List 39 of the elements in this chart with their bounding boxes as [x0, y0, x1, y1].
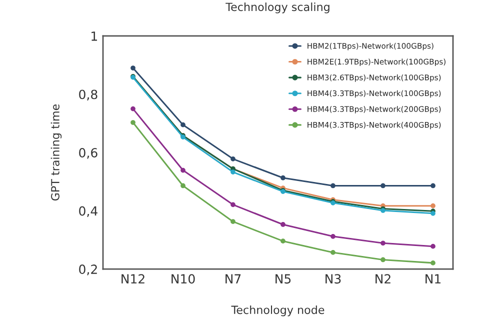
point — [180, 168, 186, 173]
point — [180, 122, 186, 128]
x-tick-label: N5 — [276, 274, 291, 284]
x-tick-label: N2 — [376, 274, 390, 284]
x-tick-label: N10 — [172, 274, 195, 284]
point — [130, 120, 136, 125]
y-tick-label: 0,6 — [79, 148, 98, 159]
point — [330, 234, 336, 239]
y-tick-label: 1 — [92, 32, 97, 41]
point — [430, 260, 436, 266]
point — [230, 202, 236, 208]
x-axis-title: Technology node — [231, 305, 324, 316]
point — [230, 219, 236, 224]
point — [330, 183, 336, 188]
y-tick-label: 0,8 — [79, 90, 98, 100]
point — [430, 210, 436, 216]
point — [330, 250, 336, 255]
x-tick-label: N12 — [122, 274, 144, 284]
y-axis-title: GPT training time — [50, 104, 62, 201]
point — [430, 203, 436, 208]
point — [230, 170, 236, 174]
chart-title: Technology scaling — [226, 2, 330, 14]
point — [380, 183, 386, 188]
y-tick-label: 0,4 — [79, 206, 98, 217]
y-tick-label: 0,2 — [79, 264, 97, 276]
point — [280, 222, 286, 227]
point — [430, 183, 436, 188]
x-tick-label: N1 — [426, 274, 440, 284]
x-tick-label: N3 — [326, 274, 341, 284]
point — [180, 183, 186, 188]
point — [130, 66, 136, 70]
point — [380, 257, 386, 262]
point — [280, 175, 286, 180]
point — [230, 156, 236, 162]
point — [130, 106, 136, 112]
point — [280, 238, 286, 244]
point — [380, 240, 386, 246]
x-tick-label: N7 — [226, 274, 241, 284]
point — [430, 244, 436, 249]
